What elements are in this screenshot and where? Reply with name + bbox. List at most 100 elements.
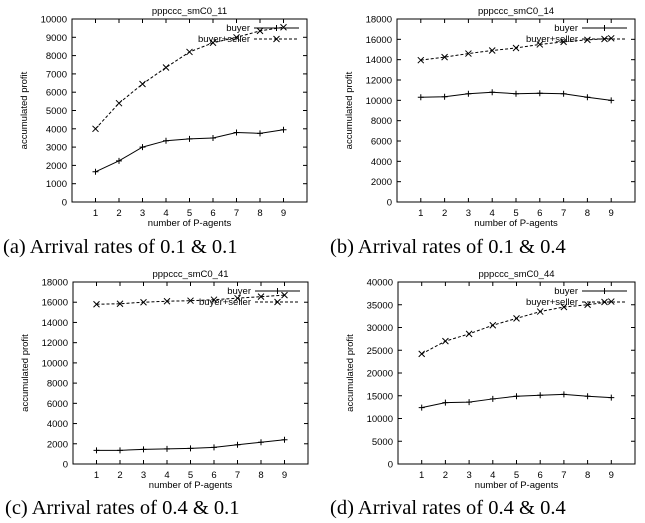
series-buyer xyxy=(92,126,287,175)
y-tick-label: 4000 xyxy=(46,124,67,135)
x-tick-label: 6 xyxy=(538,470,543,481)
x-tick-label: 7 xyxy=(235,470,240,481)
series-buyer-seller xyxy=(418,298,615,358)
y-tick-label: 6000 xyxy=(371,137,392,148)
x-tick-label: 6 xyxy=(211,470,216,481)
data-point-cross xyxy=(607,298,615,305)
legend-label: buyer+seller xyxy=(526,34,578,45)
data-point-plus xyxy=(186,135,193,142)
data-point-plus xyxy=(441,93,448,100)
data-point-cross xyxy=(512,44,520,52)
y-tick-label: 16000 xyxy=(42,298,68,309)
x-tick-label: 5 xyxy=(187,208,192,219)
x-tick-label: 5 xyxy=(188,470,193,481)
data-point-cross xyxy=(92,125,99,133)
chart-panel-0: pppccc_smC0_11 0 1000 2000 3000 4000 5000 6000 7… xyxy=(3,6,308,258)
x-tick-label: 9 xyxy=(609,470,614,481)
data-point-cross xyxy=(489,321,497,329)
data-point-plus xyxy=(93,447,100,454)
data-point-plus xyxy=(465,90,472,97)
x-tick-label: 6 xyxy=(537,208,542,219)
chart-title: pppccc_smC0_41 xyxy=(152,269,228,280)
data-point-cross xyxy=(584,301,591,309)
x-axis-label: number of P-agents xyxy=(149,480,233,491)
y-tick-label: 6000 xyxy=(47,399,68,410)
data-point-plus xyxy=(234,441,241,448)
x-axis-label: number of P-agents xyxy=(474,218,558,229)
data-point-plus xyxy=(257,130,263,137)
legend-label: buyer xyxy=(227,286,251,297)
data-point-cross xyxy=(273,35,280,43)
data-point-plus xyxy=(608,97,615,104)
data-point-plus xyxy=(466,399,473,406)
data-point-cross xyxy=(140,298,147,306)
y-tick-label: 7000 xyxy=(46,69,67,80)
data-point-cross xyxy=(162,64,170,71)
series-line xyxy=(420,37,612,61)
y-tick-label: 12000 xyxy=(366,76,392,87)
data-point-plus xyxy=(274,288,281,294)
data-point-cross xyxy=(601,35,608,43)
y-axis-label: accumulated profit xyxy=(19,71,30,149)
data-point-plus xyxy=(513,393,520,400)
y-tick-label: 14000 xyxy=(366,55,392,66)
y-tick-label: 40000 xyxy=(367,278,393,289)
data-point-cross xyxy=(601,298,608,306)
data-point-plus xyxy=(211,444,217,451)
legend-label: buyer+seller xyxy=(199,297,251,308)
x-tick-label: 2 xyxy=(116,208,121,219)
x-tick-label: 4 xyxy=(164,470,169,481)
data-point-plus xyxy=(489,395,496,402)
series-buyer-seller xyxy=(93,291,288,308)
y-tick-label: 8000 xyxy=(46,51,67,62)
series-line xyxy=(95,26,284,130)
chart-title: pppccc_smC0_14 xyxy=(478,6,554,17)
x-tick-label: 2 xyxy=(443,470,448,481)
x-tick-label: 8 xyxy=(585,208,590,219)
x-tick-label: 7 xyxy=(561,208,566,219)
data-point-plus xyxy=(513,90,519,97)
data-point-cross xyxy=(465,330,473,338)
series-line xyxy=(421,301,612,355)
data-point-cross xyxy=(418,350,426,358)
legend-label: buyer+seller xyxy=(526,297,578,308)
data-point-cross xyxy=(187,297,194,305)
y-tick-label: 5000 xyxy=(46,106,67,117)
data-point-cross xyxy=(93,300,100,308)
data-point-cross xyxy=(441,53,448,61)
x-tick-label: 2 xyxy=(442,208,447,219)
data-point-plus xyxy=(117,447,123,454)
data-point-cross xyxy=(465,50,472,57)
chart-title: pppccc_smC0_44 xyxy=(478,269,554,280)
panel-caption: (d) Arrival rates of 0.4 & 0.4 xyxy=(330,497,566,519)
data-point-cross xyxy=(233,33,240,41)
y-tick-label: 9000 xyxy=(46,33,67,44)
data-point-cross xyxy=(139,80,146,88)
chart-panel-3: pppccc_smC0_44 0 5000 10000 15000 20000 25000 3… xyxy=(330,269,636,519)
data-point-cross xyxy=(607,34,615,42)
y-tick-label: 20000 xyxy=(367,369,393,380)
data-point-cross xyxy=(186,48,193,56)
y-tick-label: 35000 xyxy=(367,300,393,311)
y-axis-label: accumulated profit xyxy=(345,334,356,412)
data-point-plus xyxy=(418,404,425,411)
x-tick-label: 4 xyxy=(163,208,168,219)
data-point-cross xyxy=(488,47,496,54)
y-tick-label: 2000 xyxy=(371,177,392,188)
data-point-plus xyxy=(489,89,496,96)
data-point-plus xyxy=(139,144,146,151)
data-point-plus xyxy=(163,137,169,144)
y-tick-label: 2000 xyxy=(47,439,68,450)
y-tick-label: 8000 xyxy=(47,379,68,390)
data-point-plus xyxy=(140,446,147,453)
data-point-plus xyxy=(281,436,288,443)
legend-label: buyer xyxy=(554,23,578,34)
y-tick-label: 8000 xyxy=(371,116,392,127)
y-tick-label: 12000 xyxy=(42,338,68,349)
x-tick-label: 3 xyxy=(140,208,145,219)
data-point-cross xyxy=(281,291,288,299)
data-point-cross xyxy=(560,38,567,46)
x-tick-label: 7 xyxy=(234,208,239,219)
x-tick-label: 3 xyxy=(466,470,471,481)
